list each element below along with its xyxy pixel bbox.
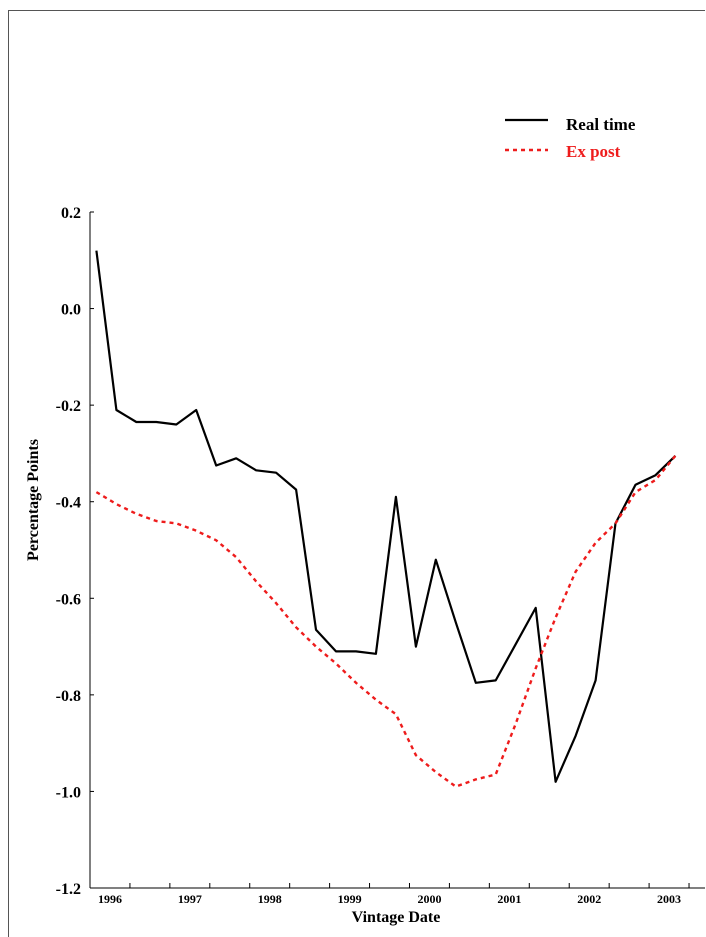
axes: 0.2 0.0 -0.2 -0.4 -0.6 -0.8 -1.0 -1.2 1996 1997 19… [56, 205, 705, 906]
y-tick-label: -1.2 [56, 881, 81, 898]
y-tick-label: -0.6 [56, 591, 81, 608]
y-axis-label: Percentage Points [25, 439, 42, 561]
x-tick-label: 1996 [98, 892, 122, 906]
y-tick-label: -0.4 [56, 495, 81, 512]
x-tick-label: 2000 [417, 892, 441, 906]
chart-frame [8, 10, 705, 937]
x-tick-label: 2003 [657, 892, 681, 906]
x-tick-label: 2002 [577, 892, 601, 906]
x-tick-label: 2001 [497, 892, 521, 906]
legend: Real time Ex post [505, 115, 636, 161]
legend-label-real-time: Real time [566, 115, 636, 134]
legend-label-ex-post: Ex post [566, 142, 621, 161]
x-tick-label: 1999 [338, 892, 362, 906]
y-tick-label: -0.8 [56, 688, 81, 705]
x-tick-label: 1997 [178, 892, 202, 906]
y-tick-label: 0.0 [61, 302, 81, 319]
series-line-ex-post [95, 455, 677, 788]
series-layer [95, 250, 677, 788]
y-tick-label: 0.2 [61, 205, 81, 222]
x-axis-label: Vintage Date [352, 909, 441, 926]
y-tick-label: -1.0 [56, 784, 81, 801]
y-tick-label: -0.2 [56, 398, 81, 415]
x-tick-label: 1998 [258, 892, 282, 906]
series-line-real-time [95, 250, 677, 783]
